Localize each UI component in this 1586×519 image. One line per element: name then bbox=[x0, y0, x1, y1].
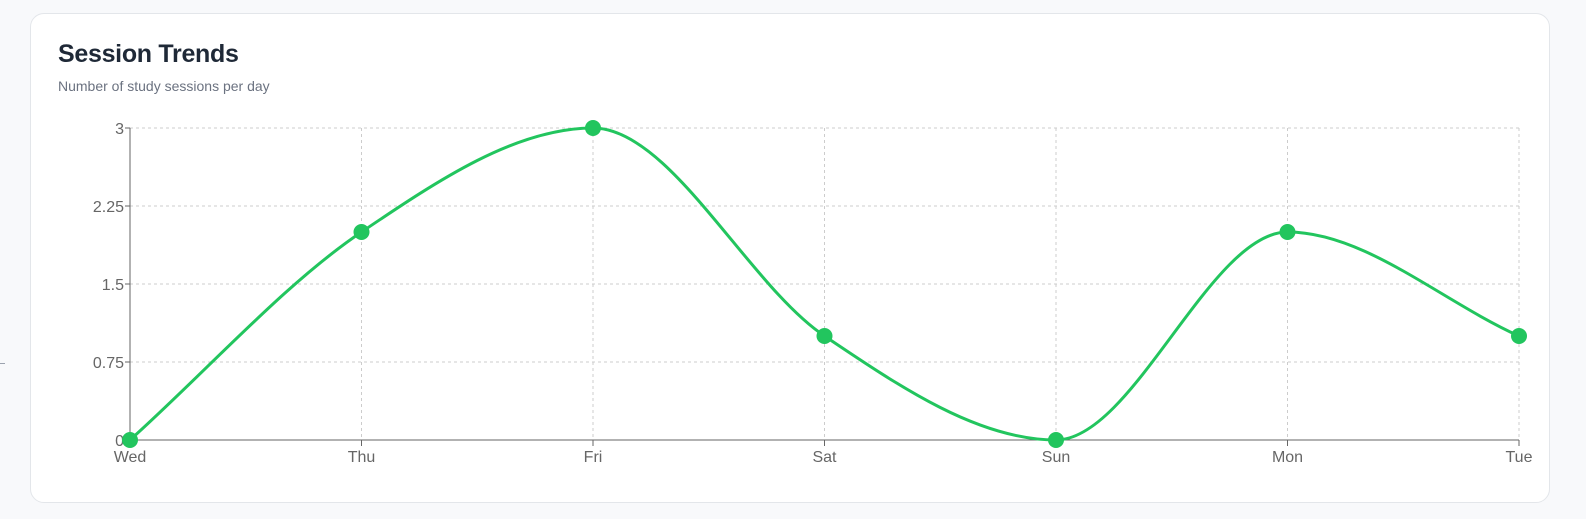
edge-mark bbox=[0, 363, 5, 364]
session-trends-chart: 0 0.75 1.5 2.25 3 Wed Thu Fri Sat Sun Mon Tue bbox=[93, 120, 1533, 466]
y-tick-label: 0 bbox=[115, 433, 124, 450]
y-tick-label: 3 bbox=[115, 121, 124, 138]
x-tick-label: Thu bbox=[348, 449, 376, 466]
tick-layer: 0 0.75 1.5 2.25 3 Wed Thu Fri Sat Sun Mon Tue bbox=[93, 121, 1533, 466]
data-point-sat[interactable] bbox=[816, 328, 833, 344]
card-title: Session Trends bbox=[58, 40, 239, 68]
x-tick-label: Sun bbox=[1042, 449, 1070, 466]
x-tick-label: Fri bbox=[584, 449, 603, 466]
data-point-sun[interactable] bbox=[1048, 432, 1064, 448]
x-tick-label: Mon bbox=[1272, 449, 1303, 466]
y-tick-label: 1.5 bbox=[102, 277, 124, 294]
card-subtitle: Number of study sessions per day bbox=[58, 78, 270, 94]
session-trends-card: Session Trends Number of study sessions … bbox=[30, 13, 1550, 503]
data-point-fri[interactable] bbox=[585, 120, 601, 136]
y-tick-label: 0.75 bbox=[93, 355, 124, 372]
axis-layer bbox=[125, 127, 1520, 446]
x-tick-label: Wed bbox=[114, 449, 147, 466]
x-tick-label: Sat bbox=[812, 449, 837, 466]
data-point-wed[interactable] bbox=[122, 432, 138, 448]
x-tick-label: Tue bbox=[1506, 449, 1533, 466]
data-point-thu[interactable] bbox=[353, 224, 370, 240]
data-point-mon[interactable] bbox=[1279, 224, 1296, 240]
point-layer bbox=[122, 120, 1527, 448]
grid-layer bbox=[130, 127, 1520, 440]
data-point-tue[interactable] bbox=[1511, 328, 1527, 344]
y-tick-label: 2.25 bbox=[93, 199, 124, 216]
